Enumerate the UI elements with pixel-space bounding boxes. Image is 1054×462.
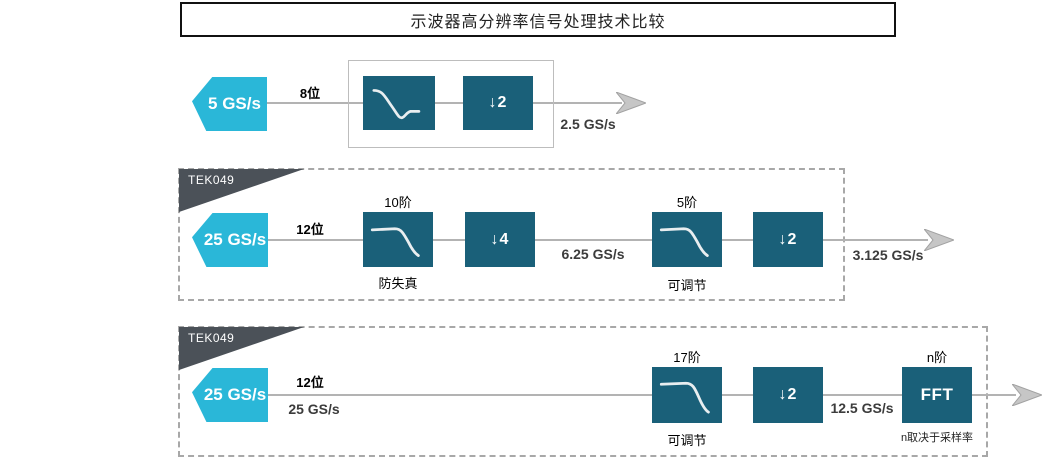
- flow-arrow-icon: [1012, 384, 1042, 406]
- downsample-label: ↓4: [490, 230, 510, 248]
- sample-rate-tag: 5 GS/s: [192, 77, 267, 131]
- fft-caption-label: n取决于采样率: [900, 432, 974, 444]
- filter-response-curve-icon: [659, 227, 709, 257]
- filter-caption-label: 可调节: [667, 278, 707, 293]
- flow-line: [264, 102, 622, 104]
- bit-depth-label: 12位: [296, 222, 324, 237]
- output-rate-label: 3.125 GS/s: [852, 247, 924, 263]
- flow-arrow-icon: [924, 229, 954, 251]
- input-rate-label: 25 GS/s: [288, 401, 340, 417]
- fft-block: FFT: [902, 367, 972, 423]
- filter-order-label: 10阶: [384, 195, 412, 210]
- filter-order-label: 5阶: [676, 195, 698, 210]
- sample-rate-label: 25 GS/s: [203, 385, 267, 404]
- dashed-boundary-box: [178, 168, 845, 301]
- lowpass-filter-block: [363, 76, 435, 130]
- filter-response-curve-icon: [659, 381, 710, 414]
- filter-caption-label: 可调节: [667, 433, 707, 448]
- filter-response-curve-icon: [370, 227, 420, 257]
- fft-label: FFT: [920, 385, 954, 404]
- downsample-block: ↓4: [465, 212, 535, 267]
- flow-arrow-icon: [616, 92, 646, 114]
- lowpass-filter-block: [363, 212, 433, 267]
- dashed-boundary-box: [178, 326, 988, 457]
- lowpass-filter-block: [652, 367, 722, 423]
- sample-rate-label: 5 GS/s: [208, 94, 261, 113]
- downsample-label: ↓2: [778, 386, 798, 403]
- bit-depth-label: 8位: [299, 86, 321, 101]
- mid-rate-label: 6.25 GS/s: [561, 246, 625, 262]
- downsample-block: ↓2: [463, 76, 533, 130]
- diagram-title: 示波器高分辨率信号处理技术比较: [410, 13, 666, 31]
- downsample-block: ↓2: [753, 367, 823, 423]
- filter-order-label: 17阶: [673, 350, 701, 365]
- filter-caption-label: 防失真: [378, 276, 418, 291]
- bit-depth-label: 12位: [296, 375, 324, 390]
- boundary-box: [348, 60, 554, 148]
- filter-response-curve-icon: [372, 89, 421, 120]
- badge-label: TEK049: [188, 331, 235, 345]
- sample-rate-label: 25 GS/s: [203, 230, 267, 249]
- output-rate-label: 2.5 GS/s: [560, 116, 616, 132]
- title-box: 示波器高分辨率信号处理技术比较: [180, 2, 896, 37]
- flow-line: [266, 239, 928, 241]
- downsample-block: ↓2: [753, 212, 823, 267]
- downsample-label: ↓2: [488, 94, 508, 111]
- mid-rate-label: 12.5 GS/s: [830, 400, 894, 416]
- flow-line: [266, 394, 1016, 396]
- fft-order-label: n阶: [926, 350, 948, 365]
- lowpass-filter-block: [652, 212, 722, 267]
- downsample-label: ↓2: [778, 230, 798, 248]
- badge-label: TEK049: [188, 173, 235, 187]
